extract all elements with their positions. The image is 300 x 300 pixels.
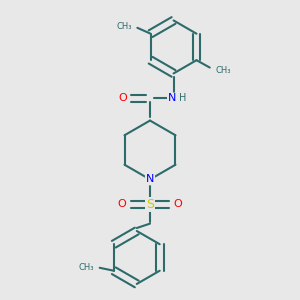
- Text: CH₃: CH₃: [117, 22, 132, 31]
- Text: CH₃: CH₃: [215, 66, 231, 75]
- Text: O: O: [174, 200, 182, 209]
- Text: S: S: [146, 198, 154, 211]
- Text: N: N: [168, 94, 176, 103]
- Text: O: O: [118, 200, 126, 209]
- Text: O: O: [118, 94, 127, 103]
- Text: N: N: [146, 174, 154, 184]
- Text: H: H: [179, 94, 186, 103]
- Text: CH₃: CH₃: [78, 263, 94, 272]
